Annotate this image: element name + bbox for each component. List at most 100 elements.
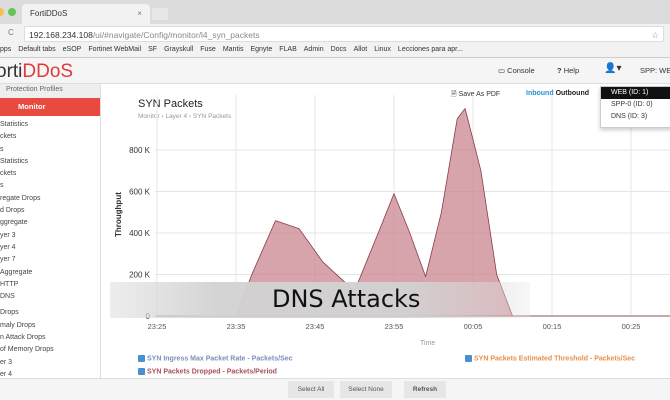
sidebar-item[interactable]: yer 3 [0,231,16,239]
console-button[interactable]: ▭ Console [498,66,535,75]
bookmark-item[interactable]: Linux [374,46,391,53]
legend-threshold[interactable]: SYN Packets Estimated Threshold - Packet… [465,355,635,362]
new-tab-button[interactable] [152,8,168,20]
sidebar-item[interactable]: s [0,182,4,190]
sidebar-item[interactable]: Statistics [0,121,29,128]
sidebar-item[interactable]: yer 7 [0,256,16,264]
bookmark-item[interactable]: Default tabs [18,46,56,53]
x-axis-label: Time [420,340,435,347]
outbound-toggle[interactable]: Outbound [555,90,589,97]
x-tick-label: 00:05 [464,322,483,331]
logo: ortiDDoS [0,61,74,82]
x-tick-label: 23:55 [385,322,404,331]
refresh-button[interactable]: Refresh [404,381,446,398]
legend-threshold-label: SYN Packets Estimated Threshold - Packet… [474,355,636,363]
sidebar-item[interactable]: er 3 [0,358,13,366]
address-bar: C 192.168.234.108/ui/#navigate/Config/mo… [0,24,670,44]
sidebar-item[interactable]: regate Drops [0,194,41,202]
y-tick-label: 200 K [129,271,151,280]
save-pdf-button[interactable]: 🗎 Save As PDF [451,91,501,98]
save-pdf-label: Save As PDF [458,91,501,98]
bookmarks-bar: pps Default tabs eSOP Fortinet WebMail SF Gra… [0,44,670,58]
sidebar-item[interactable]: HTTP [0,280,19,288]
x-tick-label: 00:15 [543,322,562,331]
bookmark-item[interactable]: pps [0,46,12,53]
bookmark-item[interactable]: Allot [353,46,368,53]
help-button[interactable]: ? Help [557,66,580,75]
select-none-button[interactable]: Select None [340,381,392,398]
checkbox-icon[interactable] [138,355,145,362]
bookmark-item[interactable]: Docs [330,46,347,53]
url-host: 192.168.234.108 [29,30,93,40]
video-caption: DNS Attacks [272,285,421,313]
bookmark-item[interactable]: Grayskull [164,46,194,53]
spp-menu-item[interactable]: WEB (ID: 1) [601,87,670,99]
sidebar-protection-profiles[interactable]: Protection Profiles [0,84,100,98]
sidebar-item[interactable]: DNS [0,293,15,301]
x-tick-label: 23:45 [306,322,325,331]
reload-icon[interactable]: C [8,28,14,37]
tab-title: FortiDDoS [30,9,68,18]
inbound-toggle[interactable]: Inbound [526,90,554,97]
sidebar-item[interactable]: of Memory Drops [0,346,54,354]
minimize-icon[interactable] [0,8,4,16]
close-tab-icon[interactable]: × [137,9,142,18]
sidebar-item[interactable]: Drops [0,309,19,317]
legend-ingress-label: SYN Ingress Max Packet Rate - Packets/Se… [147,355,293,363]
bookmark-item[interactable]: FLAB [279,46,297,53]
sidebar-item[interactable]: ckets [0,170,17,178]
select-all-button[interactable]: Select All [288,381,334,398]
sidebar-item[interactable]: maly Drops [0,321,36,329]
bookmark-item[interactable]: eSOP [62,46,82,53]
y-tick-label: 800 K [129,146,151,155]
sidebar-item[interactable]: ckets [0,133,17,141]
bookmark-item[interactable]: Fuse [200,46,216,53]
bookmark-star-icon[interactable]: ☆ [651,30,659,40]
bookmark-item[interactable]: Fortinet WebMail [88,46,142,53]
sidebar-item[interactable]: Statistics [0,157,29,165]
checkbox-icon[interactable] [138,368,145,375]
sidebar-item[interactable]: s [0,145,4,153]
page-title: SYN Packets [138,98,203,110]
spp-selector[interactable]: SPP: WEB [640,66,670,75]
x-tick-label: 23:25 [148,322,167,331]
checkbox-icon[interactable] [465,355,472,362]
bookmark-item[interactable]: SF [148,46,158,53]
sidebar-item[interactable]: yer 4 [0,243,16,251]
bookmark-item[interactable]: Mantis [222,46,244,53]
sidebar-item[interactable]: ggregate [0,219,28,227]
caption-overlay [110,282,530,318]
legend-dropped[interactable]: SYN Packets Dropped - Packets/Period [138,368,277,375]
url-input[interactable]: 192.168.234.108/ui/#navigate/Config/moni… [24,26,664,42]
x-tick-label: 23:35 [227,322,246,331]
console-label: Console [507,66,535,75]
y-tick-label: 400 K [129,229,151,238]
bookmark-item[interactable]: Lecciones para apr... [397,46,463,53]
x-tick-label: 00:25 [622,322,641,331]
browser-tab[interactable]: FortiDDoS × [22,4,150,24]
url-path: /ui/#navigate/Config/monitor/l4_syn_pack… [92,30,260,40]
y-tick-label: 600 K [129,188,151,197]
bookmark-item[interactable]: Admin [303,46,324,53]
sidebar-monitor[interactable]: Monitor [0,98,100,116]
sidebar-item[interactable]: Aggregate [0,268,33,276]
spp-dropdown-menu: WEB (ID: 1) SPP-0 (ID: 0) DNS (ID: 3) [600,86,670,128]
maximize-icon[interactable] [8,8,16,16]
help-label: Help [563,66,580,75]
y-axis-label: Throughput [114,192,123,237]
sidebar-item[interactable]: er 4 [0,370,13,378]
browser-tab-bar: FortiDDoS × [0,0,670,24]
spp-menu-item[interactable]: DNS (ID: 3) [611,113,648,120]
sidebar: Protection Profiles Monitor Statistics ck… [0,84,101,400]
user-menu-icon[interactable]: 👤▾ [604,63,622,74]
spp-menu-item[interactable]: SPP-0 (ID: 0) [611,101,653,108]
bookmark-item[interactable]: Egnyte [250,46,273,53]
legend-dropped-label: SYN Packets Dropped - Packets/Period [147,368,277,376]
legend-ingress[interactable]: SYN Ingress Max Packet Rate - Packets/Se… [138,355,293,362]
main-content: SYN Packets Monitor › Layer 4 › SYN Pack… [102,84,670,400]
breadcrumb: Monitor › Layer 4 › SYN Packets [138,113,232,120]
sidebar-item[interactable]: d Drops [0,207,25,215]
app-header: ortiDDoS ▭ Console ? Help 👤▾ SPP: WEB [0,58,670,84]
sidebar-item[interactable]: n Attack Drops [0,334,46,342]
